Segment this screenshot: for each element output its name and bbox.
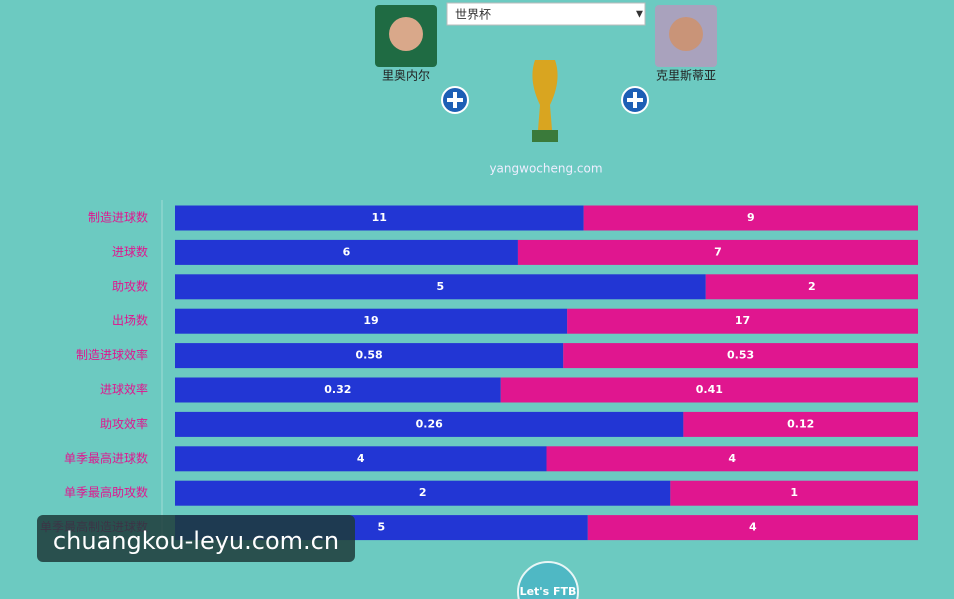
go-button-label: Let's FTB: [520, 585, 577, 598]
player-face-right: [669, 17, 703, 51]
category-label: 进球效率: [100, 382, 148, 397]
plus-icon: [627, 92, 643, 108]
bar-segment: [175, 205, 584, 231]
bar-segment: [175, 446, 547, 472]
category-label: 出场数: [112, 313, 148, 328]
player-name-right: 克里斯蒂亚: [656, 69, 716, 83]
plus-icon: [447, 92, 463, 108]
value-label: 2: [419, 486, 427, 499]
value-label: 4: [357, 452, 365, 465]
dropdown-arrow: ▼: [636, 10, 643, 20]
category-label: 单季最高助攻数: [64, 485, 148, 500]
player-name-left: 里奥内尔: [382, 68, 430, 83]
value-label: 0.41: [696, 383, 723, 396]
bar-segment: [670, 480, 918, 506]
value-label: 6: [343, 245, 351, 258]
bar-segment: [175, 239, 518, 265]
value-label: 0.58: [356, 349, 383, 362]
value-label: 5: [378, 521, 386, 534]
category-label: 制造进球效率: [76, 347, 148, 362]
value-label: 17: [735, 314, 750, 327]
category-label: 助攻数: [112, 278, 148, 293]
category-label: 单季最高进球数: [64, 450, 148, 465]
trophy: [532, 60, 558, 130]
value-label: 5: [437, 280, 445, 293]
bar-segment: [175, 411, 684, 437]
value-label: 1: [790, 486, 798, 499]
category-label: 进球数: [112, 244, 148, 259]
category-label: 制造进球数: [88, 210, 148, 225]
value-label: 9: [747, 211, 755, 224]
value-label: 19: [363, 314, 378, 327]
value-label: 0.26: [416, 417, 443, 430]
value-label: 0.12: [787, 417, 814, 430]
bar-segment: [175, 343, 564, 369]
bar-segment: [517, 239, 918, 265]
bar-segment: [175, 480, 671, 506]
bar-segment: [683, 411, 918, 437]
bar-segment: [175, 377, 501, 403]
bar-segment: [546, 446, 918, 472]
value-label: 4: [749, 521, 757, 534]
bar-segment: [583, 205, 918, 231]
bar-segment: [567, 308, 918, 334]
bar-segment: [175, 308, 568, 334]
trophy-base: [532, 130, 558, 142]
site-label: yangwocheng.com: [489, 162, 602, 176]
dropdown-label: 世界杯: [455, 8, 491, 22]
value-label: 11: [372, 211, 387, 224]
bar-segment: [587, 515, 918, 541]
bar-segment: [705, 274, 918, 300]
dropdown[interactable]: [446, 2, 646, 26]
go-button[interactable]: [517, 561, 579, 599]
watermark: chuangkou-leyu.com.cn: [53, 527, 339, 555]
bar-segment: [175, 274, 706, 300]
value-label: 7: [714, 245, 722, 258]
category-label: 助攻效率: [100, 416, 148, 431]
value-label: 2: [808, 280, 816, 293]
bar-segment: [500, 377, 918, 403]
value-label: 4: [728, 452, 736, 465]
bar-segment: [563, 343, 918, 369]
player-face-left: [389, 17, 423, 51]
watermark-box: [37, 515, 355, 562]
value-label: 0.53: [727, 349, 754, 362]
value-label: 0.32: [324, 383, 351, 396]
